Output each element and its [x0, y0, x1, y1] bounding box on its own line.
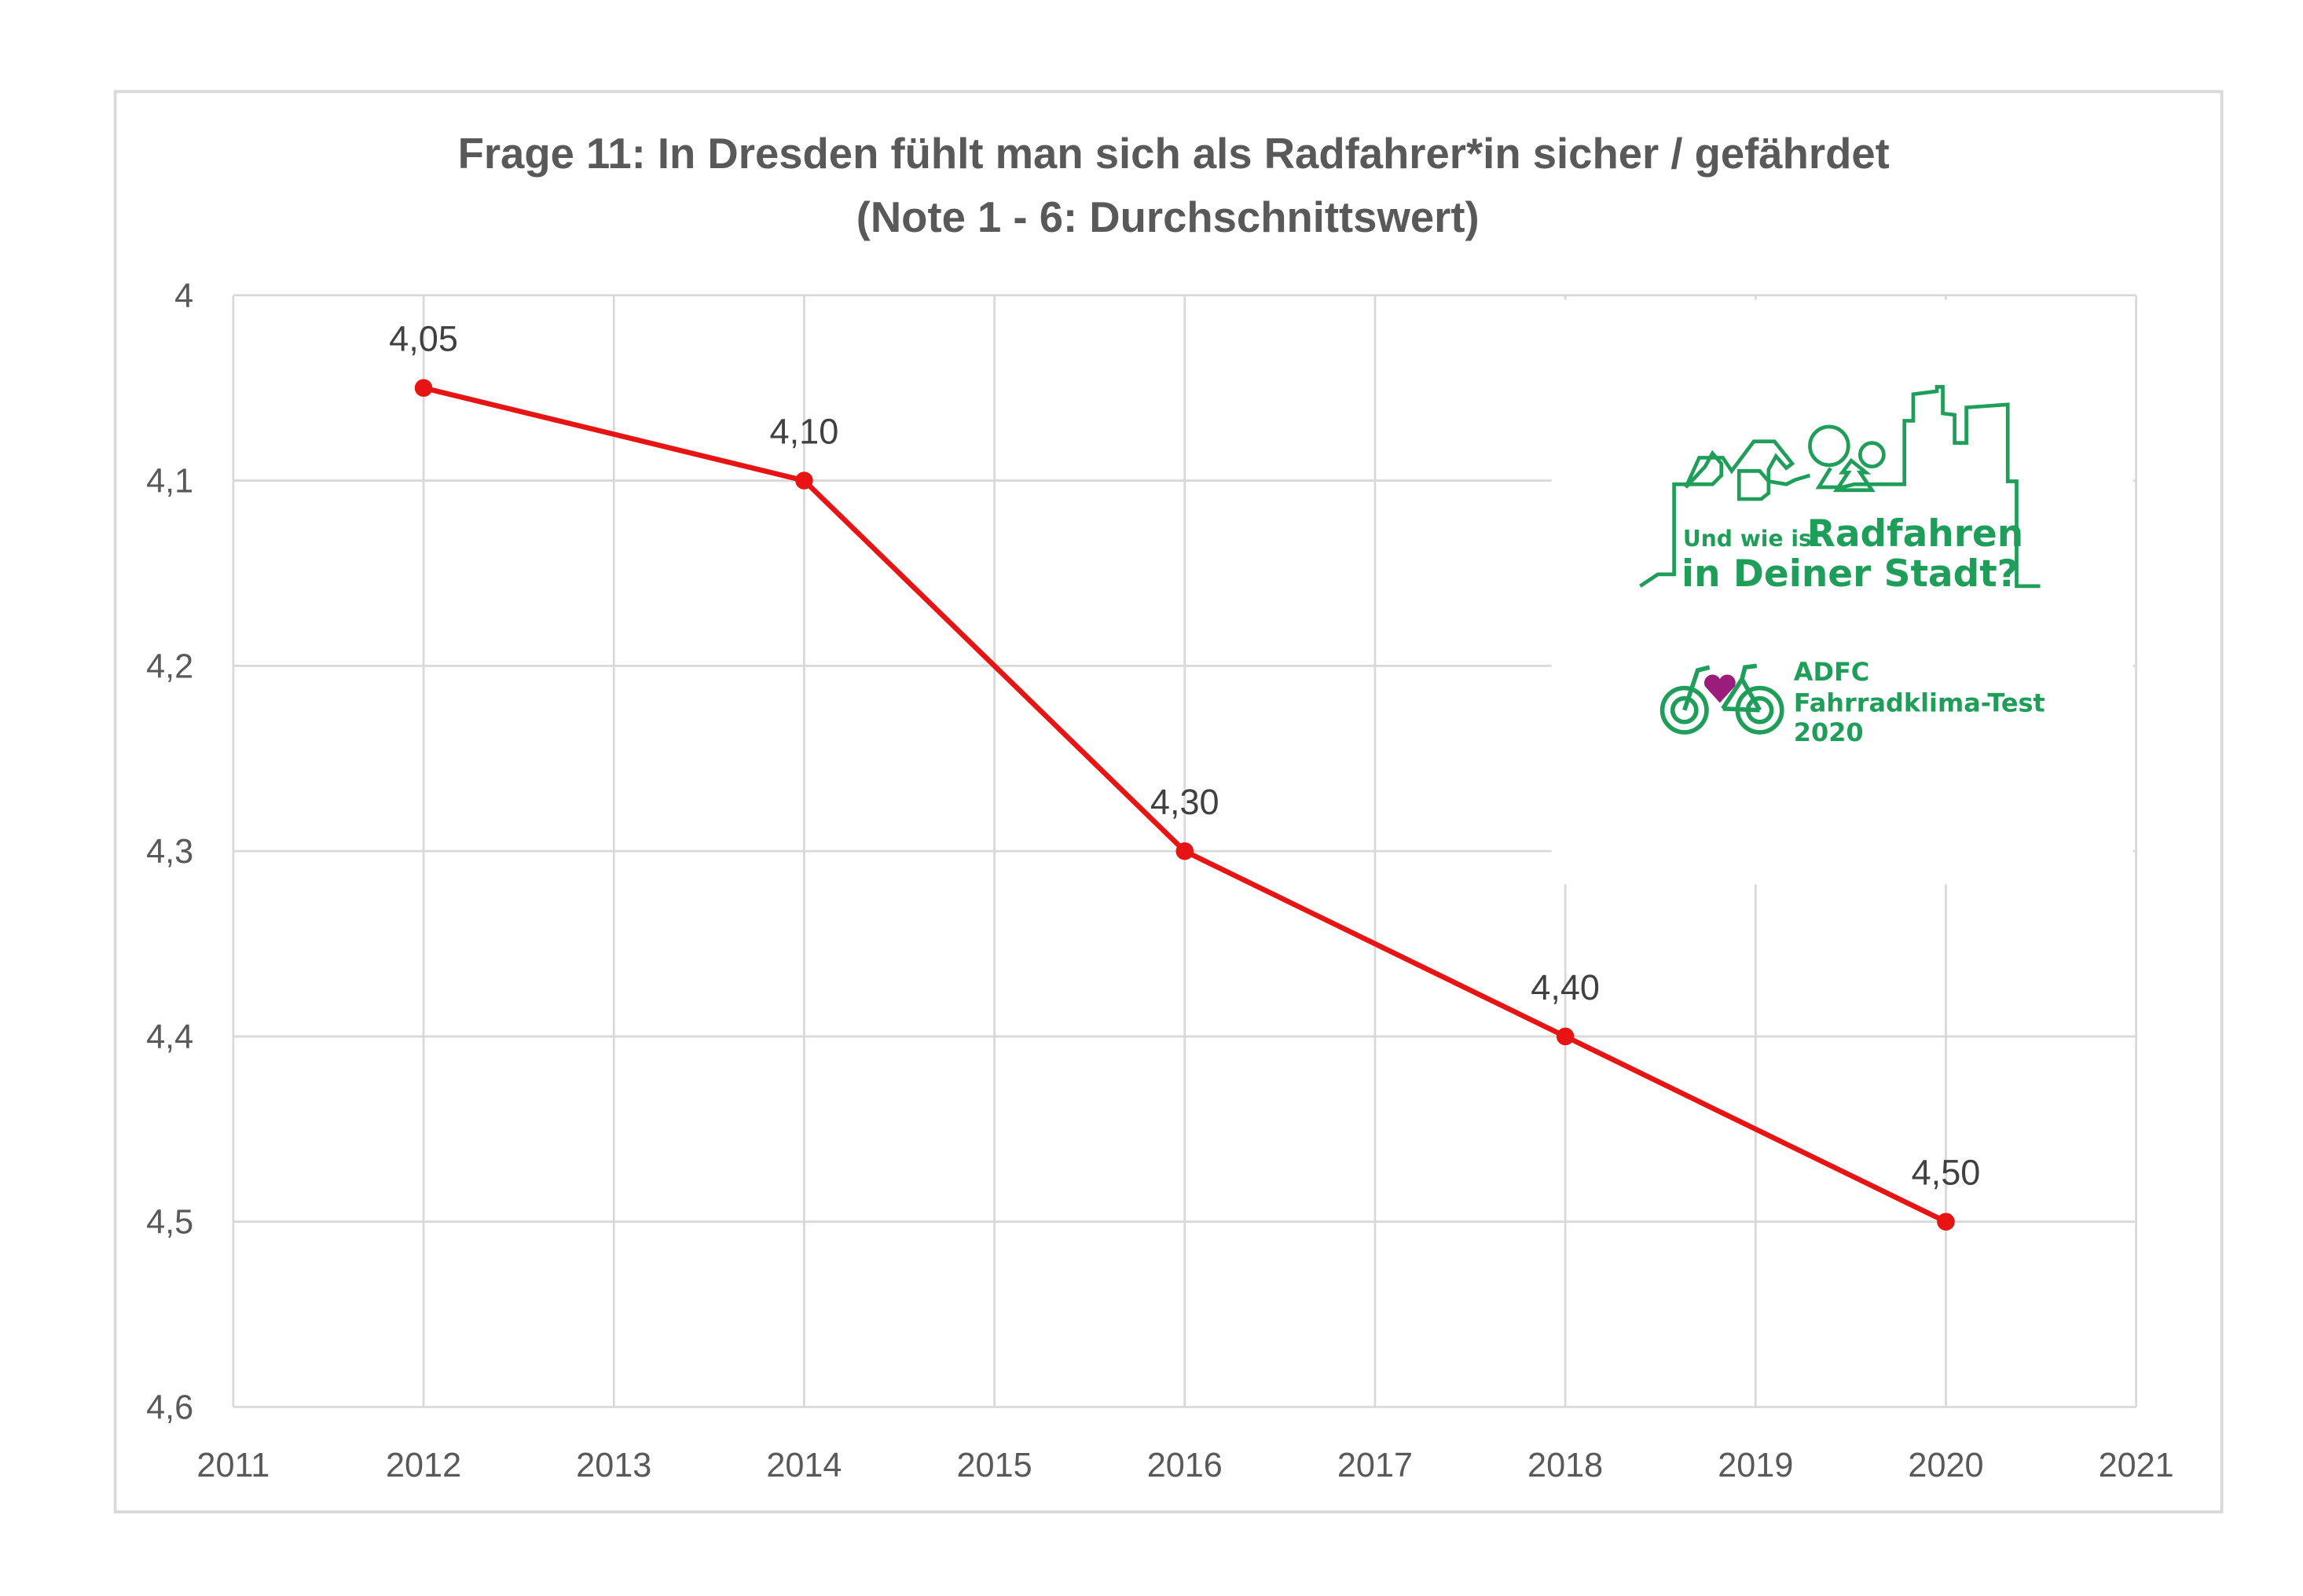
data-label: 4,10 [770, 412, 839, 452]
logo-line1-big: Radfahren [1807, 512, 2024, 556]
data-point [1556, 1027, 1575, 1046]
data-point [1175, 842, 1194, 860]
data-label: 4,05 [389, 319, 458, 359]
x-tick-label: 2016 [1147, 1447, 1223, 1484]
x-tick-label: 2019 [1718, 1447, 1793, 1484]
data-label: 4,40 [1531, 967, 1600, 1007]
data-point [1937, 1213, 1955, 1231]
logo-line1-small: Und wie ist [1683, 526, 1822, 552]
logo-brand: ADFC [1794, 657, 1869, 687]
x-tick-label: 2018 [1527, 1447, 1603, 1484]
logo-year: 2020 [1794, 717, 1864, 747]
data-point [795, 471, 813, 490]
y-tick-label: 4,5 [146, 1204, 193, 1242]
y-tick-label: 4,4 [146, 1018, 193, 1056]
x-tick-label: 2021 [2099, 1447, 2174, 1484]
tree-crown-icon [1808, 424, 1850, 468]
adfc-logo: Und wie ist Radfahren in Deiner Stadt? A… [1639, 384, 2045, 747]
heart-icon [1703, 674, 1736, 703]
y-tick-label: 4,6 [146, 1389, 193, 1427]
logo-brand-sub: Fahrradklima-Test [1794, 688, 2045, 718]
x-tick-label: 2012 [386, 1447, 461, 1484]
chart-subtitle: (Note 1 - 6: Durchschnittswert) [856, 193, 1480, 241]
x-tick-label: 2020 [1908, 1447, 1983, 1484]
x-tick-label: 2013 [576, 1447, 651, 1484]
logo-background [1551, 299, 2133, 885]
y-tick-label: 4 [174, 277, 193, 315]
data-point [414, 379, 433, 397]
y-tick-label: 4,3 [146, 833, 193, 871]
y-tick-label: 4,2 [146, 648, 193, 685]
data-label: 4,50 [1912, 1153, 1981, 1193]
bicycle-icon [1659, 663, 1784, 735]
axis-ticks: 2011 2012 2013 2014 2015 2016 2017 2018 2019 2020… [146, 277, 2174, 1484]
small-tree-icon [1857, 441, 1886, 469]
skyline-outline [1639, 384, 2041, 589]
fir-tree-icon [1832, 457, 1876, 493]
x-tick-label: 2014 [766, 1447, 842, 1484]
data-label: 4,30 [1150, 782, 1219, 822]
logo-line2: in Deiner Stadt? [1681, 552, 2019, 596]
x-tick-label: 2011 [196, 1447, 270, 1484]
series-line: 4,05 4,10 4,30 4,40 4,50 [389, 319, 1980, 1231]
chart-title: Frage 11: In Dresden fühlt man sich als … [458, 130, 1890, 178]
x-tick-label: 2015 [957, 1447, 1032, 1484]
y-tick-label: 4,1 [146, 463, 193, 501]
x-tick-label: 2017 [1337, 1447, 1413, 1484]
